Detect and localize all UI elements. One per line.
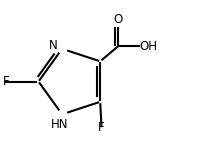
Text: F: F bbox=[3, 75, 9, 88]
Text: N: N bbox=[49, 39, 58, 52]
Text: F: F bbox=[98, 121, 105, 134]
Text: O: O bbox=[113, 13, 123, 26]
Text: HN: HN bbox=[51, 118, 69, 131]
Text: OH: OH bbox=[140, 40, 158, 53]
